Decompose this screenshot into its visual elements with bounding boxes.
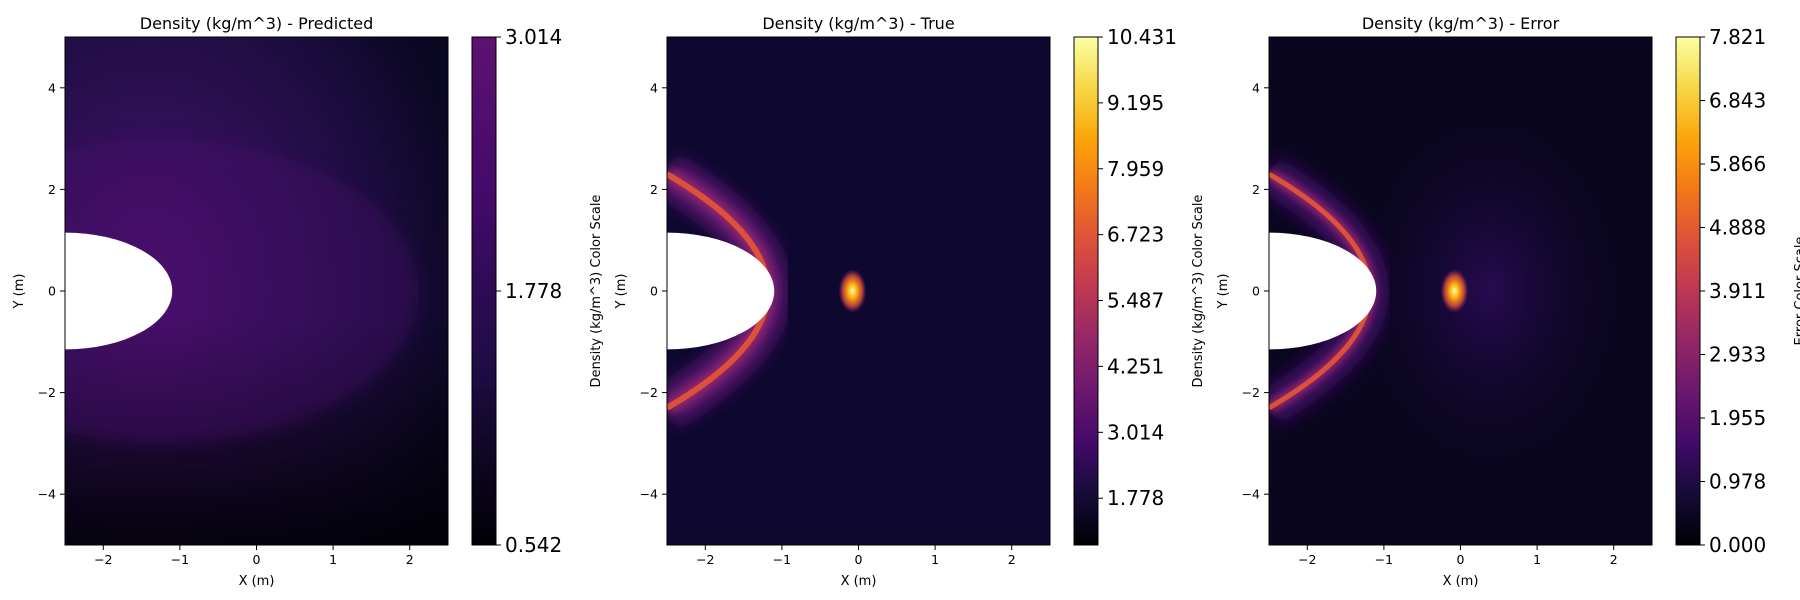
y-tick-label: 4 xyxy=(1252,80,1260,95)
obstacle-body xyxy=(1269,232,1377,350)
chart-title: Density (kg/m^3) - True xyxy=(762,14,954,33)
y-axis-label: Y (m) xyxy=(12,274,27,310)
x-tick-label: −1 xyxy=(773,552,791,567)
x-tick-label: 2 xyxy=(406,552,414,567)
y-tick-label: 2 xyxy=(650,182,658,197)
stagnation-hotspot xyxy=(838,269,867,313)
colorbar-tick-label: 3.014 xyxy=(1107,420,1164,444)
colorbar xyxy=(1675,36,1701,546)
x-tick-label: 1 xyxy=(1533,552,1541,567)
heatmap-field xyxy=(65,37,448,545)
obstacle-body xyxy=(65,232,173,350)
x-tick-label: 2 xyxy=(1008,552,1016,567)
chart-title: Density (kg/m^3) - Error xyxy=(1362,14,1560,33)
heatmap-field xyxy=(667,37,1050,545)
colorbar-tick-label: 2.933 xyxy=(1709,342,1766,366)
colorbar-tick-label: 1.778 xyxy=(505,279,562,303)
colorbar-tick-label: 4.888 xyxy=(1709,216,1766,240)
x-tick-label: 0 xyxy=(1457,552,1465,567)
colorbar-tick-label: 0.542 xyxy=(505,533,562,557)
x-tick-label: 0 xyxy=(253,552,261,567)
colorbar-tick-label: 1.778 xyxy=(1107,486,1164,510)
x-tick-label: −2 xyxy=(1298,552,1316,567)
x-tick-label: −1 xyxy=(171,552,189,567)
colorbar-label: Density (kg/m^3) Color Scale xyxy=(1191,195,1206,388)
y-axis-label: Y (m) xyxy=(1216,274,1231,310)
y-tick-label: −2 xyxy=(640,385,658,400)
x-tick-label: −2 xyxy=(94,552,112,567)
colorbar-tick-label: 3.911 xyxy=(1709,279,1766,303)
y-tick-label: −4 xyxy=(1242,487,1260,502)
colorbar-tick-label: 7.821 xyxy=(1709,25,1766,49)
error-glow xyxy=(1350,101,1631,481)
x-tick-label: 0 xyxy=(855,552,863,567)
y-tick-label: −2 xyxy=(38,385,56,400)
x-axis-label: X (m) xyxy=(1443,574,1479,589)
colorbar-tick-label: 1.955 xyxy=(1709,406,1766,430)
x-tick-label: 2 xyxy=(1610,552,1618,567)
x-tick-label: −2 xyxy=(696,552,714,567)
colorbar xyxy=(471,36,497,546)
x-tick-label: 1 xyxy=(931,552,939,567)
panel-true: −2 −1 0 1 2 −4 −2 0 2 4 Density (kg/m^3) - True X (… xyxy=(614,14,1206,589)
colorbar-label: Error Color Scale xyxy=(1793,237,1800,346)
x-tick-label: −1 xyxy=(1375,552,1393,567)
stagnation-hotspot xyxy=(1440,269,1469,313)
colorbar-label: Density (kg/m^3) Color Scale xyxy=(589,195,604,388)
colorbar-tick-label: 3.014 xyxy=(505,25,562,49)
panel-error: −2 −1 0 1 2 −4 −2 0 2 4 Density (kg/m^3) - Error X … xyxy=(1216,14,1800,589)
colorbar-tick-label: 6.843 xyxy=(1709,89,1766,113)
colorbar-tick-label: 6.723 xyxy=(1107,223,1164,247)
y-tick-label: 0 xyxy=(1252,284,1260,299)
chart-title: Density (kg/m^3) - Predicted xyxy=(140,14,373,33)
obstacle-body xyxy=(667,232,775,350)
colorbar-tick-label: 5.487 xyxy=(1107,289,1164,313)
y-tick-label: −4 xyxy=(38,487,56,502)
colorbar-tick-label: 9.195 xyxy=(1107,91,1164,115)
colorbar xyxy=(1073,36,1099,546)
x-axis-label: X (m) xyxy=(841,574,877,589)
colorbar-tick-label: 4.251 xyxy=(1107,354,1164,378)
heatmap-glow xyxy=(65,139,419,443)
panel-predicted: −2 −1 0 1 2 −4 −2 0 2 4 Density (kg/m^3) - Predict… xyxy=(12,14,604,589)
y-tick-label: 4 xyxy=(48,80,56,95)
heatmap-field xyxy=(1269,37,1652,545)
y-axis-label: Y (m) xyxy=(614,274,629,310)
x-axis-label: X (m) xyxy=(239,574,275,589)
colorbar-tick-label: 0.000 xyxy=(1709,533,1766,557)
x-tick-label: 1 xyxy=(329,552,337,567)
y-tick-label: 4 xyxy=(650,80,658,95)
y-tick-label: 0 xyxy=(650,284,658,299)
y-tick-label: 2 xyxy=(1252,182,1260,197)
y-tick-label: −2 xyxy=(1242,385,1260,400)
y-tick-label: 0 xyxy=(48,284,56,299)
colorbar-tick-label: 7.959 xyxy=(1107,157,1164,181)
colorbar-tick-label: 0.978 xyxy=(1709,469,1766,493)
y-tick-label: 2 xyxy=(48,182,56,197)
colorbar-tick-label: 10.431 xyxy=(1107,25,1177,49)
y-tick-label: −4 xyxy=(640,487,658,502)
colorbar-tick-label: 5.866 xyxy=(1709,152,1766,176)
